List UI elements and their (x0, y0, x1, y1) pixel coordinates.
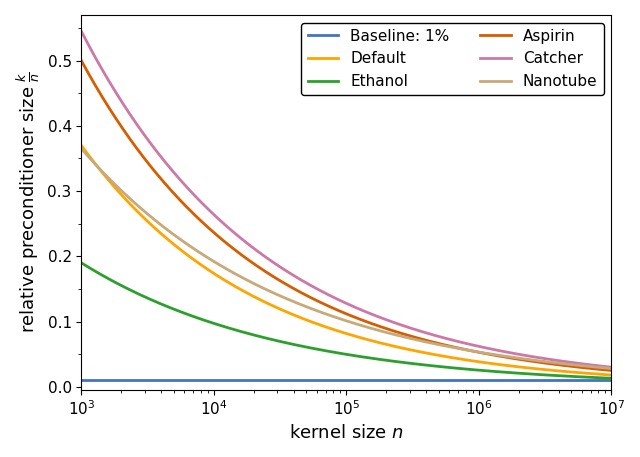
Catcher (442, 335, 449, 341)
Default (132, 207, 140, 212)
Ethanol (491, 369, 499, 374)
Default (607, 372, 615, 378)
Nanotube (607, 366, 615, 371)
Ethanol (607, 376, 615, 381)
Aspirin (132, 144, 140, 149)
Line: Catcher: Catcher (81, 32, 611, 367)
Default (500, 362, 508, 368)
Aspirin (77, 58, 85, 64)
Baseline: 1%: (5.58e+05, 0.01): 1%: (5.58e+05, 0.01) (442, 377, 449, 383)
Baseline: 1%: (1e+07, 0.01): 1%: (1e+07, 0.01) (607, 377, 615, 383)
Ethanol (132, 290, 140, 295)
Legend: Baseline: 1%, Default, Ethanol, Aspirin, Catcher, Nanotube: Baseline: 1%, Default, Ethanol, Aspirin,… (301, 23, 604, 95)
Line: Default: Default (81, 145, 611, 375)
Nanotube (132, 201, 140, 207)
Aspirin (442, 342, 449, 348)
Nanotube (500, 353, 508, 359)
Catcher (77, 29, 85, 34)
Aspirin (292, 287, 300, 292)
Aspirin (311, 297, 319, 303)
Aspirin (500, 354, 508, 360)
Ethanol (77, 260, 85, 266)
Baseline: 1%: (1.32e+06, 0.01): 1%: (1.32e+06, 0.01) (491, 377, 499, 383)
Ethanol (442, 364, 449, 370)
Ethanol (500, 369, 508, 375)
Baseline: 1%: (1.55e+06, 0.01): 1%: (1.55e+06, 0.01) (500, 377, 508, 383)
Catcher (292, 274, 300, 280)
Default (442, 354, 449, 359)
Nanotube (77, 146, 85, 151)
Aspirin (491, 352, 499, 358)
Catcher (311, 285, 319, 290)
Baseline: 1%: (2.56e+03, 0.01): 1%: (2.56e+03, 0.01) (132, 377, 140, 383)
Baseline: 1%: (5.78e+04, 0.01): 1%: (5.78e+04, 0.01) (311, 377, 319, 383)
Nanotube (491, 352, 499, 357)
Baseline: 1%: (4.15e+04, 0.01): 1%: (4.15e+04, 0.01) (292, 377, 300, 383)
Line: Aspirin: Aspirin (81, 61, 611, 371)
Aspirin (607, 368, 615, 373)
Default (491, 361, 499, 367)
X-axis label: kernel size $n$: kernel size $n$ (289, 424, 404, 442)
Nanotube (311, 307, 319, 313)
Baseline: 1%: (1e+03, 0.01): 1%: (1e+03, 0.01) (77, 377, 85, 383)
Catcher (607, 364, 615, 370)
Default (77, 143, 85, 148)
Y-axis label: relative preconditioner size $\frac{k}{n}$: relative preconditioner size $\frac{k}{n… (15, 72, 42, 334)
Nanotube (442, 343, 449, 349)
Default (292, 313, 300, 319)
Ethanol (311, 346, 319, 351)
Default (311, 320, 319, 326)
Ethanol (292, 342, 300, 348)
Catcher (491, 347, 499, 352)
Line: Nanotube: Nanotube (81, 149, 611, 368)
Catcher (132, 120, 140, 125)
Catcher (500, 349, 508, 354)
Nanotube (292, 300, 300, 305)
Line: Ethanol: Ethanol (81, 263, 611, 378)
